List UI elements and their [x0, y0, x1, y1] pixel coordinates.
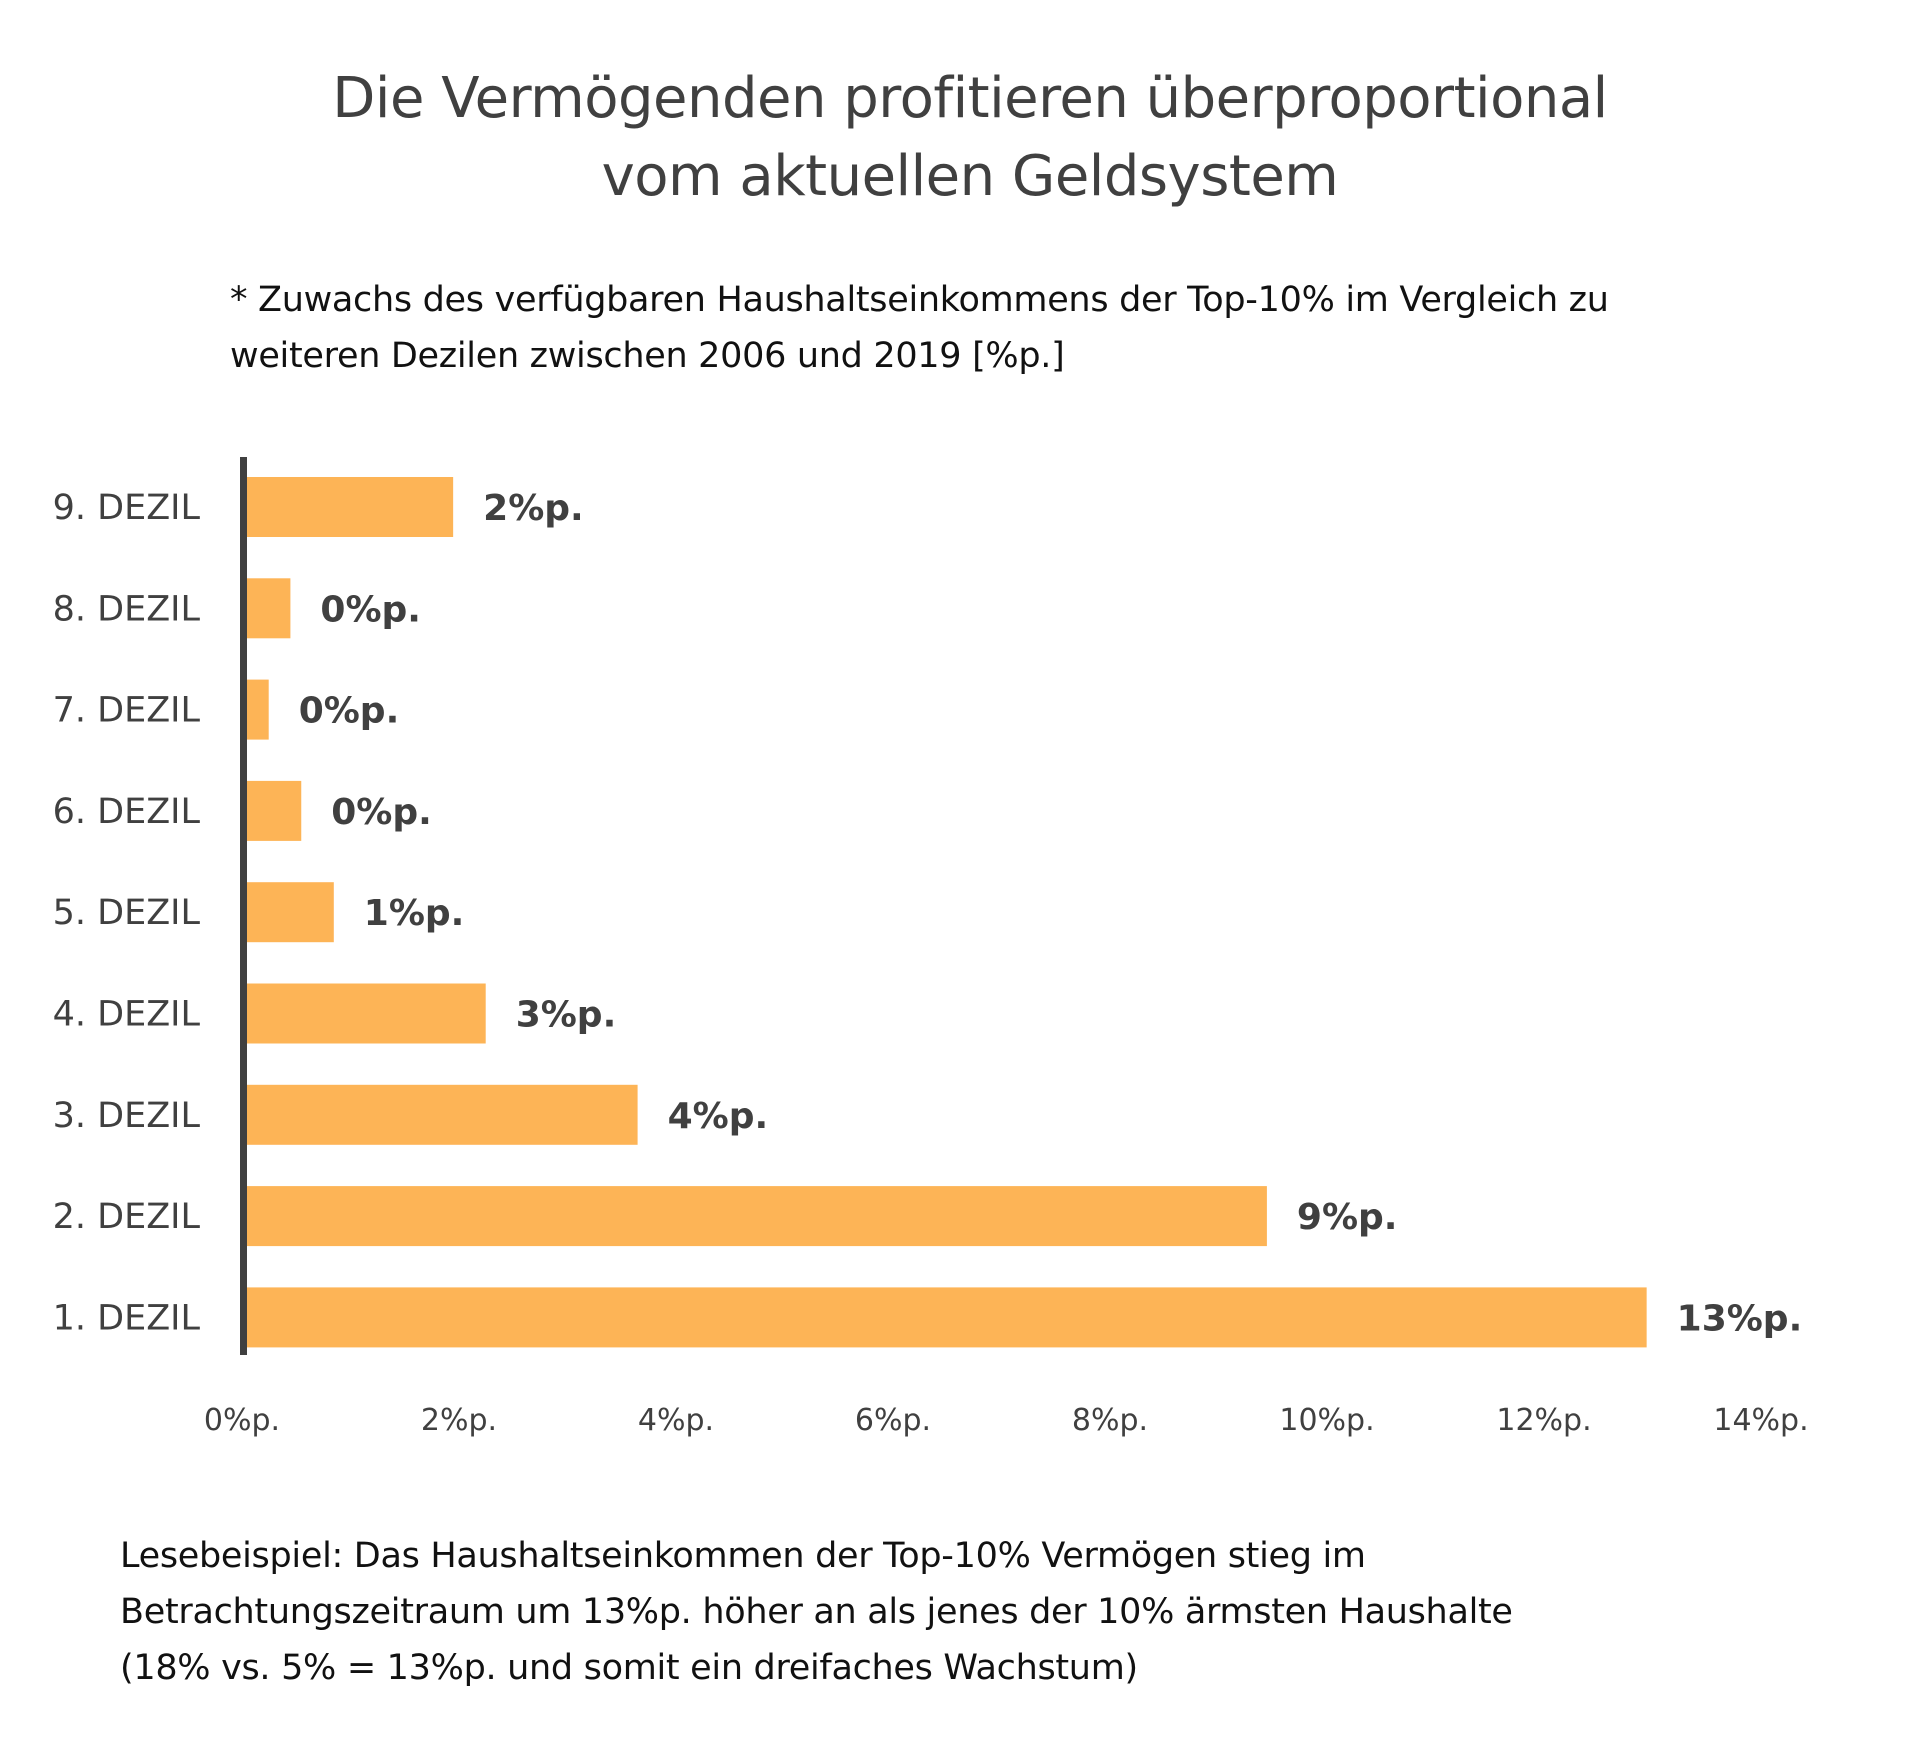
- category-label: 4. DEZIL: [53, 995, 201, 1035]
- category-label: 8. DEZIL: [53, 589, 201, 629]
- x-tick-label: 0%p.: [204, 1403, 280, 1438]
- value-label: 0%p.: [299, 691, 400, 732]
- category-label: 3. DEZIL: [53, 1096, 201, 1136]
- value-label: 0%p.: [331, 792, 432, 833]
- bar: [247, 882, 334, 943]
- x-tick-label: 8%p.: [1072, 1403, 1148, 1438]
- bar: [247, 983, 486, 1044]
- bar: [247, 679, 269, 740]
- chart-subtitle-line-1: * Zuwachs des verfügbaren Haushaltseinko…: [230, 280, 1609, 320]
- value-label: 0%p.: [320, 589, 421, 630]
- chart-subtitle-line-2: weiteren Dezilen zwischen 2006 und 2019 …: [230, 336, 1065, 376]
- footnote-line-1: Lesebeispiel: Das Haushaltseinkommen der…: [120, 1536, 1366, 1576]
- category-label: 7. DEZIL: [53, 691, 201, 731]
- x-tick-label: 14%p.: [1713, 1403, 1808, 1438]
- value-label: 3%p.: [516, 995, 617, 1036]
- bar: [247, 780, 302, 841]
- bar: [247, 477, 454, 537]
- x-axis-tick-labels: 0%p. 2%p. 4%p. 6%p. 8%p. 10%p. 12%p. 14%p.: [204, 1403, 1809, 1438]
- category-label: 5. DEZIL: [53, 893, 201, 933]
- bar: [247, 1287, 1647, 1348]
- value-label: 2%p.: [483, 488, 584, 529]
- chart-subtitle: * Zuwachs des verfügbaren Haushaltseinko…: [230, 272, 1880, 384]
- category-label: 9. DEZIL: [53, 488, 201, 528]
- category-label: 1. DEZIL: [53, 1298, 201, 1338]
- value-label: 1%p.: [364, 893, 465, 934]
- reading-example-note: Lesebeispiel: Das Haushaltseinkommen der…: [120, 1528, 1820, 1696]
- x-tick-label: 6%p.: [855, 1403, 931, 1438]
- value-labels: 2%p. 0%p. 0%p. 0%p. 1%p. 3%p. 4%p. 9%p. 13%p.: [299, 488, 1803, 1339]
- bar: [247, 1084, 638, 1145]
- category-label: 2. DEZIL: [53, 1197, 201, 1237]
- x-tick-label: 2%p.: [421, 1403, 497, 1438]
- value-label: 9%p.: [1297, 1197, 1398, 1238]
- chart-title-line-2: vom aktuellen Geldsystem: [601, 144, 1339, 209]
- value-label: 4%p.: [668, 1096, 769, 1137]
- category-labels: 9. DEZIL 8. DEZIL 7. DEZIL 6. DEZIL 5. DEZIL…: [53, 488, 201, 1338]
- chart-title: Die Vermögenden profitieren überproporti…: [0, 60, 1915, 216]
- x-tick-label: 12%p.: [1496, 1403, 1591, 1438]
- footnote-line-3: (18% vs. 5% = 13%p. und somit ein dreifa…: [120, 1648, 1138, 1688]
- x-tick-label: 10%p.: [1279, 1403, 1374, 1438]
- category-label: 6. DEZIL: [53, 792, 201, 832]
- chart-title-line-1: Die Vermögenden profitieren überproporti…: [332, 66, 1608, 131]
- highlighted-value-label: 13%p.: [1677, 1298, 1803, 1339]
- bar: [247, 578, 291, 639]
- bars-group: [247, 477, 1647, 1348]
- footnote-line-2: Betrachtungszeitraum um 13%p. höher an a…: [120, 1592, 1513, 1632]
- bar: [247, 1186, 1267, 1247]
- x-tick-label: 4%p.: [638, 1403, 714, 1438]
